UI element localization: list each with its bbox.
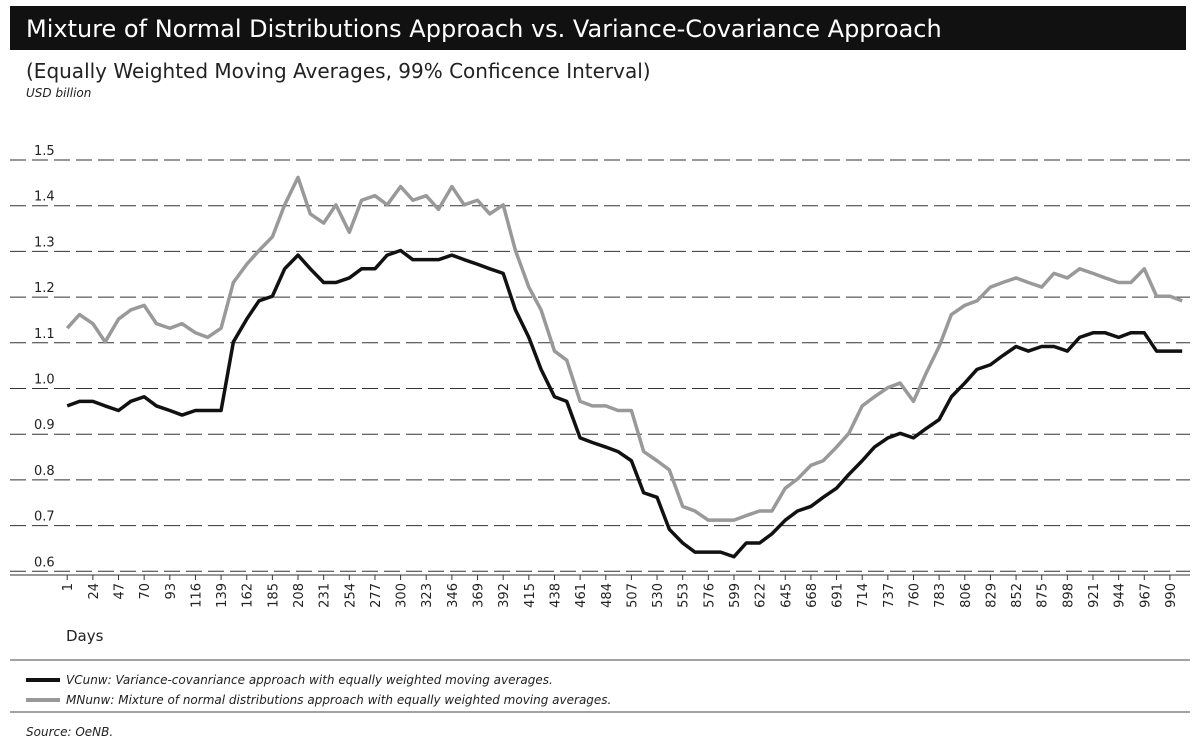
y-tick-label: 0.9: [34, 418, 55, 433]
x-tick-label: 116: [189, 583, 204, 608]
x-tick-label: 415: [523, 583, 538, 608]
x-tick-label: 231: [318, 583, 333, 608]
x-tick-label: 139: [215, 583, 230, 608]
x-tick-label: 898: [1061, 583, 1076, 608]
x-tick-label: 576: [702, 583, 717, 608]
series-line: [66, 248, 1183, 559]
x-tick-label: 185: [266, 583, 281, 608]
x-tick-label: 530: [651, 583, 666, 608]
x-tick-label: 921: [1087, 583, 1102, 608]
x-tick-label: 599: [728, 583, 743, 608]
x-tick-label: 254: [343, 583, 358, 608]
x-tick-label: 162: [241, 583, 256, 608]
y-axis-label: USD billion: [26, 86, 91, 100]
x-tick-label: 70: [138, 583, 153, 600]
x-tick-label: 852: [1010, 583, 1025, 608]
x-tick-label: 369: [472, 583, 487, 608]
x-tick-label: 875: [1036, 583, 1051, 608]
x-tick-label: 622: [754, 583, 769, 608]
y-tick-label: 1.2: [34, 281, 55, 296]
x-tick-label: 990: [1164, 583, 1179, 608]
x-tick-label: 668: [805, 583, 820, 608]
x-tick-label: 484: [600, 583, 615, 608]
x-tick-label: 461: [574, 583, 589, 608]
x-tick-label: 645: [779, 583, 794, 608]
x-tick-label: 277: [369, 583, 384, 608]
series-line: [65, 175, 1183, 522]
x-tick-label: 208: [292, 583, 307, 608]
y-tick-label: 1.1: [34, 327, 55, 342]
y-tick-label: 0.6: [34, 555, 55, 570]
x-tick-label: 944: [1113, 583, 1128, 608]
x-tick-label: 93: [164, 583, 179, 600]
legend-label: MNunw: Mixture of normal distributions a…: [66, 693, 611, 707]
x-axis-label: Days: [66, 627, 104, 645]
x-tick-label: 553: [677, 583, 692, 608]
x-tick-label: 737: [882, 583, 897, 608]
x-tick-label: 47: [113, 583, 128, 600]
x-tick-label: 691: [831, 583, 846, 608]
x-tick-label: 1: [61, 583, 76, 591]
y-tick-label: 1.0: [34, 372, 55, 387]
y-tick-label: 1.4: [34, 190, 55, 205]
title-bar: [10, 6, 1186, 50]
x-tick-label: 323: [420, 583, 435, 608]
x-tick-label: 438: [548, 583, 563, 608]
legend-label: VCunw: Variance-covanriance approach wit…: [66, 673, 553, 687]
source: Source: OeNB.: [26, 725, 113, 739]
chart-subtitle: (Equally Weighted Moving Averages, 99% C…: [26, 59, 651, 83]
chart-title: Mixture of Normal Distributions Approach…: [26, 15, 942, 43]
y-tick-label: 1.5: [34, 144, 55, 159]
x-tick-label: 783: [933, 583, 948, 608]
x-tick-label: 760: [907, 583, 922, 608]
x-tick-label: 967: [1138, 583, 1153, 608]
y-tick-label: 1.3: [34, 235, 55, 250]
x-tick-label: 24: [87, 583, 102, 600]
x-tick-label: 806: [959, 583, 974, 608]
y-tick-label: 0.8: [34, 464, 55, 479]
x-tick-label: 346: [446, 583, 461, 608]
x-tick-label: 300: [395, 583, 410, 608]
y-tick-label: 0.7: [34, 510, 55, 525]
x-tick-label: 392: [497, 583, 512, 608]
x-tick-label: 829: [984, 583, 999, 608]
x-tick-label: 714: [856, 583, 871, 608]
x-tick-label: 507: [625, 583, 640, 608]
